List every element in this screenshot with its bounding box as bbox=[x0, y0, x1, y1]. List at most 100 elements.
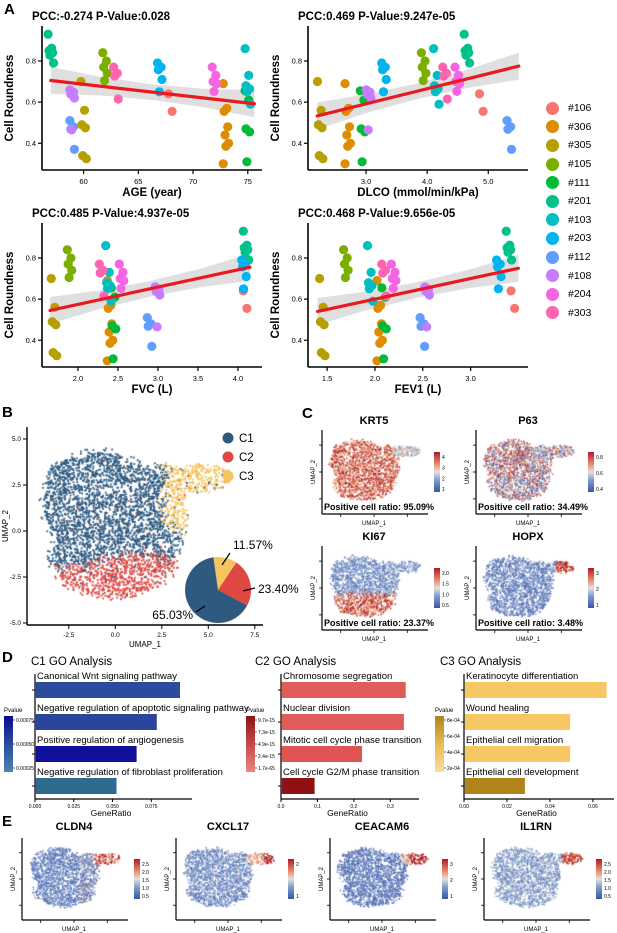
positive-ratio-label: Positive cell ratio: 3.48% bbox=[478, 618, 583, 628]
data-point bbox=[461, 50, 471, 60]
feature-axes-overlay: CEACAM6 UMAP_1 UMAP_2 3 2 1 bbox=[319, 821, 453, 933]
colorbar-tick-label: 1 bbox=[442, 487, 445, 493]
y-axis-title: Cell Roundness bbox=[270, 252, 282, 339]
trend-line bbox=[315, 266, 521, 314]
x-tick-label: 5.0 bbox=[204, 632, 213, 639]
x-axis-title: UMAP_1 bbox=[370, 927, 395, 933]
pie-leader-line bbox=[195, 605, 206, 613]
go-bar bbox=[35, 746, 137, 762]
pvalue-legend-title: Pvalue bbox=[435, 708, 454, 714]
feature-axes-overlay: HOPX UMAP_1 UMAP_2 Positive cell ratio: 3.4… bbox=[465, 531, 599, 643]
x-tick-label: 0.02 bbox=[502, 804, 512, 810]
data-point bbox=[102, 284, 113, 294]
x-tick-label: 0.1 bbox=[314, 804, 321, 810]
go-bar bbox=[464, 714, 571, 730]
colorbar-tick-label: 1.5 bbox=[142, 878, 149, 884]
points-306 bbox=[340, 79, 355, 169]
colorbar bbox=[434, 568, 440, 608]
data-point bbox=[242, 303, 252, 313]
colorbar-tick-label: 1.5 bbox=[604, 878, 611, 884]
points-305 bbox=[76, 76, 91, 164]
data-point bbox=[51, 320, 61, 330]
data-point bbox=[64, 272, 74, 283]
pie-chart bbox=[185, 556, 252, 623]
pie-label: 65.03% bbox=[152, 608, 193, 622]
colorbar-tick-label: 1.0 bbox=[142, 886, 149, 892]
x-tick-label: 0.2 bbox=[350, 804, 357, 810]
x-axis-title: UMAP_1 bbox=[216, 927, 241, 933]
data-point bbox=[379, 354, 389, 364]
feature-axes-overlay: CXCL17 UMAP_1 UMAP_2 2 1 bbox=[165, 821, 299, 933]
x-tick-label: 2.0 bbox=[73, 374, 83, 383]
data-point bbox=[101, 241, 111, 251]
feature-axes-overlay: IL1RN UMAP_1 UMAP_2 2.5 2.0 1.5 1.0 0.5 bbox=[473, 821, 611, 933]
x-tick-label: 3.0 bbox=[361, 177, 371, 186]
x-tick-label: 0.3 bbox=[387, 804, 394, 810]
x-tick-label: 65 bbox=[134, 177, 142, 186]
go-bar-label: Nuclear division bbox=[283, 703, 350, 714]
x-tick-label: 60 bbox=[79, 177, 87, 186]
data-point bbox=[52, 351, 62, 361]
data-point bbox=[388, 283, 398, 293]
x-tick-label: 1.5 bbox=[322, 374, 332, 383]
panel-d-go-charts: C1 GO Analysis Canonical Wnt signaling pa… bbox=[0, 652, 617, 818]
x-tick-label: 4.0 bbox=[422, 177, 432, 186]
pvalue-tick-label: 0.00025 bbox=[16, 766, 34, 772]
data-point bbox=[67, 265, 77, 275]
points-105 bbox=[98, 48, 112, 86]
legend-label: #204 bbox=[568, 288, 592, 301]
go-bar bbox=[35, 778, 117, 794]
legend-label: #105 bbox=[568, 158, 592, 171]
legend-item: #201 bbox=[546, 192, 591, 211]
data-point bbox=[418, 75, 428, 86]
data-point bbox=[450, 62, 460, 72]
data-point bbox=[69, 93, 79, 103]
data-point bbox=[492, 262, 503, 272]
data-point bbox=[48, 58, 59, 68]
x-axis-title: UMAP_1 bbox=[362, 521, 387, 527]
data-point bbox=[478, 106, 488, 116]
points-201 bbox=[459, 29, 475, 68]
x-tick-label: 0.00 bbox=[459, 804, 469, 810]
feature-axes-overlay: CLDN4 UMAP_1 UMAP_2 2.5 2.0 1.5 1.0 0.5 bbox=[11, 821, 149, 933]
go-bar bbox=[281, 714, 404, 730]
feature-plot-KRT5: KRT5 UMAP_1 UMAP_2 Positive cell ratio: 95.… bbox=[308, 412, 458, 528]
x-tick-label: 0.075 bbox=[145, 804, 158, 810]
feature-point-cloud bbox=[331, 839, 433, 919]
cluster-legend-label: C1 bbox=[239, 433, 254, 445]
x-tick-label: 0.04 bbox=[545, 804, 555, 810]
data-point bbox=[320, 351, 330, 361]
points-203 bbox=[377, 58, 391, 97]
pvalue-tick-label: 8e-04 bbox=[447, 718, 460, 724]
go-bar bbox=[35, 682, 180, 698]
data-point bbox=[373, 303, 383, 313]
gene-title: HOPX bbox=[512, 531, 544, 543]
go-bar-label: Chromosome segregation bbox=[283, 671, 392, 682]
colorbar-tick-label: 3 bbox=[596, 571, 599, 577]
data-point bbox=[218, 159, 228, 169]
gene-title: CEACAM6 bbox=[355, 821, 409, 833]
data-point bbox=[465, 58, 475, 68]
colorbar-tick-label: 2.0 bbox=[142, 870, 149, 876]
pvalue-tick-label: 9.7e-15 bbox=[258, 718, 275, 724]
gene-title: KRT5 bbox=[360, 415, 389, 427]
data-point bbox=[114, 259, 124, 269]
y-axis-title: UMAP_2 bbox=[165, 866, 171, 891]
colorbar-tick-label: 4 bbox=[442, 455, 445, 461]
legend-swatch bbox=[546, 306, 559, 320]
legend-swatch bbox=[546, 213, 559, 227]
legend-item: #111 bbox=[546, 173, 591, 192]
gene-title: IL1RN bbox=[520, 821, 552, 833]
colorbar-tick-label: 0.5 bbox=[142, 894, 149, 900]
legend-label: #303 bbox=[568, 306, 592, 319]
y-axis-title: Cell Roundness bbox=[4, 252, 16, 339]
y-axis-title: UMAP_2 bbox=[465, 459, 471, 484]
x-axis-title: UMAP_1 bbox=[362, 637, 387, 643]
legend-item: #112 bbox=[546, 248, 591, 267]
data-point bbox=[207, 62, 217, 72]
x-tick-label: 75 bbox=[244, 177, 252, 186]
scatter-fev1: PCC:0.468 P-Value:9.656e-05 1.5 2.0 2.5 3.0 0… bbox=[270, 208, 528, 396]
colorbar-tick-label: 1.0 bbox=[442, 592, 449, 598]
go-bar-label: Negative regulation of fibroblast prolif… bbox=[37, 767, 223, 778]
cluster-legend-label: C2 bbox=[239, 452, 254, 464]
